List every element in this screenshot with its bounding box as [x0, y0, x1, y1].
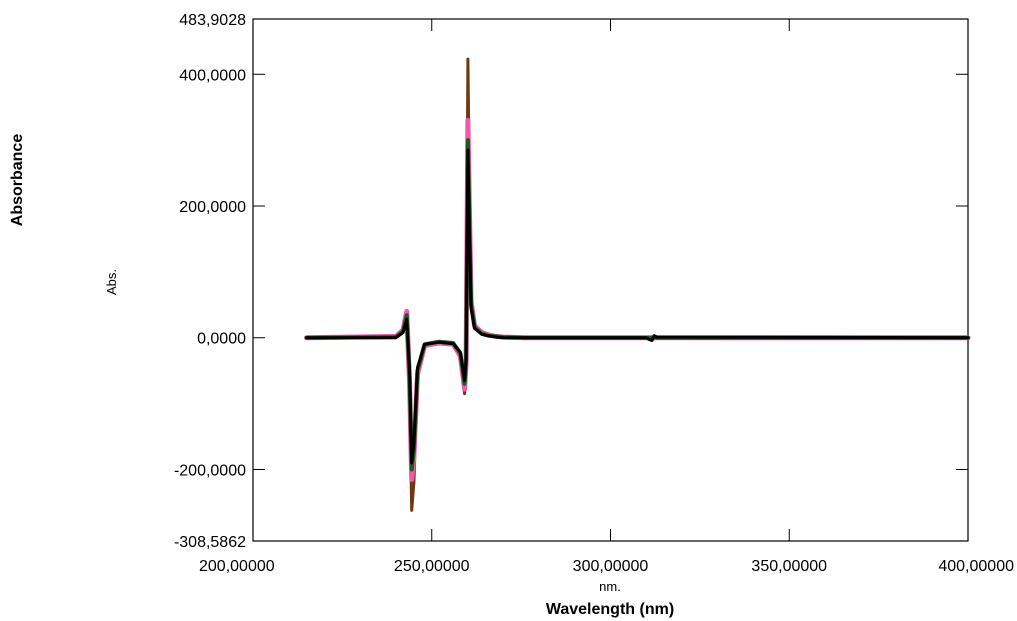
series-group: [304, 57, 971, 512]
series-line-4: [305, 148, 970, 465]
series-line-1: [305, 57, 970, 512]
y-tick-label: 400,0000: [179, 67, 246, 84]
y-tick-label: 0,0000: [197, 331, 246, 348]
y-axis-ticks: 483,9028 400,0000 200,0000 0,0000 -200,0000 -…: [174, 12, 968, 551]
y-tick-label: 200,0000: [179, 199, 246, 216]
y-axis-unit: Abs.: [104, 269, 119, 295]
x-tick-label: 200,00000: [199, 558, 275, 575]
x-tick-label: 300,00000: [573, 558, 649, 575]
x-tick-label: 250,00000: [394, 558, 470, 575]
x-axis-unit: nm.: [599, 579, 621, 594]
y-tick-label: -200,0000: [174, 462, 246, 479]
series-line-2: [304, 117, 971, 482]
y-axis-title: Absorbance: [9, 134, 26, 227]
x-axis-ticks: 200,00000 250,00000 300,00000 350,00000 400,…: [199, 19, 1014, 575]
x-axis-title: Wavelength (nm): [546, 601, 674, 618]
x-tick-label: 400,00000: [938, 558, 1014, 575]
x-tick-label: 350,00000: [751, 558, 827, 575]
y-tick-label: -308,5862: [174, 534, 246, 551]
plot-frame: [252, 18, 969, 542]
series-line-3: [304, 138, 970, 472]
y-tick-label: 483,9028: [179, 12, 246, 29]
